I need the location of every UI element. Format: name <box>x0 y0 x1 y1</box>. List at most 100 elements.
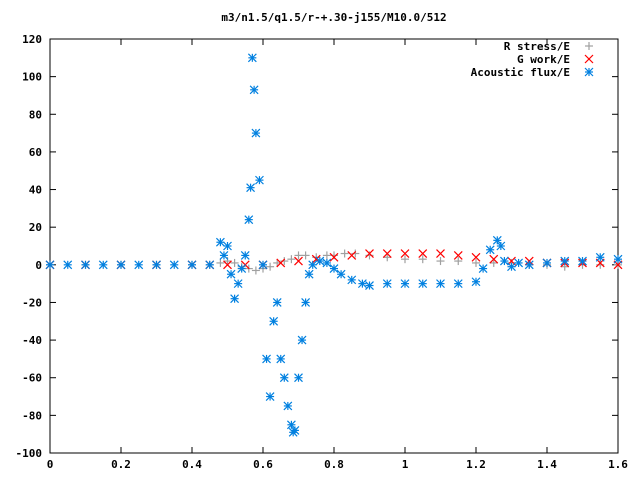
data-point <box>478 264 488 274</box>
data-point <box>330 251 338 260</box>
data-point <box>205 260 215 270</box>
data-point <box>116 260 126 270</box>
x-tick-label: 0.4 <box>182 458 202 471</box>
data-point <box>524 260 534 270</box>
data-point <box>290 425 300 435</box>
data-point <box>471 277 481 287</box>
x-tick-label: 0 <box>47 458 54 471</box>
data-point <box>280 257 289 266</box>
data-point <box>223 241 232 251</box>
data-point <box>269 316 279 326</box>
x-axis-ticks: 0 0.2 0.4 0.6 0.8 1 1.2 1.4 1.6 <box>47 39 628 471</box>
data-point <box>365 249 374 258</box>
y-tick-label: 20 <box>29 221 42 234</box>
data-point <box>215 237 225 247</box>
legend-marker <box>585 42 593 50</box>
legend-label: R stress/E <box>504 40 570 53</box>
data-point <box>279 373 289 383</box>
data-point <box>237 264 247 274</box>
data-point <box>578 256 587 266</box>
plot-axes <box>49 38 619 454</box>
data-point <box>514 258 524 268</box>
data-point <box>382 279 392 289</box>
data-point <box>266 262 275 271</box>
data-point <box>246 183 255 193</box>
data-point <box>301 251 310 260</box>
data-point <box>436 279 445 289</box>
data-point <box>322 251 331 260</box>
data-point <box>436 249 445 258</box>
y-tick-label: 0 <box>35 259 42 272</box>
data-point <box>294 251 303 260</box>
data-point <box>226 269 236 279</box>
data-point <box>152 260 161 270</box>
x-tick-label: 1 <box>402 458 409 471</box>
data-point <box>98 260 108 270</box>
data-point <box>453 279 463 289</box>
data-point <box>45 260 55 270</box>
x-tick-label: 1.6 <box>608 458 628 471</box>
data-point <box>336 269 346 279</box>
data-point <box>273 258 282 267</box>
data-point <box>472 258 480 267</box>
data-point <box>496 241 506 251</box>
chart-title: m3/n1.5/q1.5/r-+.30-j155/M10.0/512 <box>221 11 446 24</box>
y-tick-label: 100 <box>22 71 42 84</box>
data-point <box>340 249 349 258</box>
data-point <box>249 85 259 95</box>
legend-label: Acoustic flux/E <box>471 66 570 79</box>
data-point <box>134 260 144 270</box>
x-tick-label: 0.6 <box>253 458 273 471</box>
data-point <box>401 255 409 264</box>
x-tick-label: 0.8 <box>324 458 344 471</box>
data-point <box>265 392 275 401</box>
data-point <box>357 279 367 289</box>
data-point <box>418 279 428 289</box>
y-tick-label: -80 <box>22 409 42 422</box>
data-point <box>169 260 179 270</box>
data-point <box>382 249 392 258</box>
data-point <box>329 264 339 274</box>
data-point <box>489 258 498 267</box>
y-tick-label: 60 <box>29 146 42 159</box>
data-point <box>304 269 314 279</box>
data-point <box>322 258 332 268</box>
data-point <box>453 250 463 260</box>
data-point <box>272 298 282 307</box>
data-point <box>595 252 605 262</box>
data-point <box>301 298 311 307</box>
data-point <box>63 260 73 270</box>
data-point <box>596 260 605 269</box>
data-point <box>454 257 463 266</box>
data-point <box>613 254 623 264</box>
y-axis-ticks: -100 -80 -60 -40 -20 0 20 40 60 80 100 120 <box>16 33 618 460</box>
legend-marker <box>584 54 594 64</box>
data-point <box>230 258 239 267</box>
series-3 <box>45 53 623 437</box>
data-point <box>507 262 516 272</box>
data-point <box>216 258 225 267</box>
data-point <box>230 294 240 304</box>
data-point <box>351 249 360 258</box>
data-point <box>187 260 197 270</box>
data-point <box>418 249 428 258</box>
data-point <box>383 253 392 262</box>
data-point <box>251 128 261 138</box>
x-tick-label: 0.2 <box>111 458 131 471</box>
data-point <box>223 260 232 270</box>
data-point <box>400 279 410 289</box>
data-point <box>294 373 303 383</box>
plot-frame <box>49 38 619 454</box>
data-point <box>244 215 254 225</box>
data-point <box>308 260 318 270</box>
y-tick-label: 80 <box>29 108 42 121</box>
data-point <box>485 245 495 255</box>
data-point <box>233 279 243 289</box>
data-point <box>560 256 570 266</box>
data-point <box>329 252 339 262</box>
data-point <box>255 175 264 185</box>
data-point <box>297 335 307 345</box>
data-point <box>499 256 509 266</box>
data-point <box>489 254 499 264</box>
data-point <box>294 256 303 266</box>
